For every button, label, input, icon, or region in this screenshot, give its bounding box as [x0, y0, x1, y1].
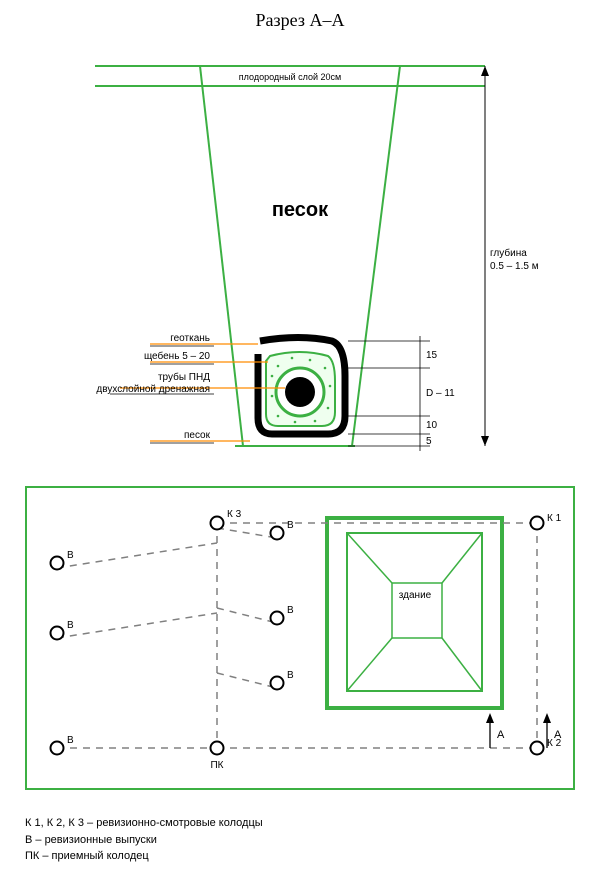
- dim-15: 15: [426, 350, 438, 361]
- well-label: В: [287, 520, 294, 531]
- well-node: [211, 517, 224, 530]
- plan-view: здание К 3К 1ВВВВВВПКК 2 A: [25, 486, 575, 790]
- building-label: здание: [399, 590, 432, 601]
- plan-svg: здание К 3К 1ВВВВВВПКК 2 A: [27, 488, 573, 788]
- topsoil-label: плодородный слой 20см: [239, 72, 341, 82]
- well-label: К 1: [547, 513, 562, 524]
- well-node: [51, 557, 64, 570]
- well-node: [211, 742, 224, 755]
- well-label: ПК: [210, 760, 223, 771]
- dim-5: 5: [426, 436, 432, 447]
- label-geotextile: геоткань: [170, 333, 210, 344]
- well-node: [531, 742, 544, 755]
- label-pipes: трубы ПНД: [158, 371, 210, 383]
- legend-line-3: ПК – приемный колодец: [25, 848, 575, 865]
- well-node: [531, 517, 544, 530]
- well-node: [271, 612, 284, 625]
- sand-main-label: песок: [272, 199, 329, 221]
- svg-text:A: A: [497, 729, 505, 741]
- well-node: [51, 627, 64, 640]
- label-drainage: двухслойной дренажная: [96, 384, 210, 395]
- svg-text:A: A: [554, 729, 562, 741]
- well-label: К 3: [227, 509, 242, 520]
- well-node: [271, 527, 284, 540]
- depth-label-2: 0.5 – 1.5 м: [490, 261, 539, 272]
- cross-section-diagram: плодородный слой 20см песок глубина 0.5 …: [0, 36, 600, 466]
- well-label: В: [287, 670, 294, 681]
- well-label: В: [67, 620, 74, 631]
- legend-line-1: К 1, К 2, К 3 – ревизионно-смотровые кол…: [25, 815, 575, 832]
- well-label: В: [287, 605, 294, 616]
- label-gravel: щебень 5 – 20: [144, 350, 210, 362]
- label-sand-bottom: песок: [184, 430, 211, 441]
- well-node: [51, 742, 64, 755]
- well-node: [271, 677, 284, 690]
- section-title: Разрез A–A: [0, 0, 600, 36]
- well-label: В: [67, 735, 74, 746]
- dim-10: 10: [426, 420, 438, 431]
- dim-d11: D – 11: [426, 388, 455, 399]
- well-label: В: [67, 550, 74, 561]
- legend: К 1, К 2, К 3 – ревизионно-смотровые кол…: [0, 800, 600, 880]
- depth-label-1: глубина: [490, 247, 527, 259]
- section-marker-a-left: A: [486, 713, 505, 748]
- legend-line-2: В – ревизионные выпуски: [25, 832, 575, 849]
